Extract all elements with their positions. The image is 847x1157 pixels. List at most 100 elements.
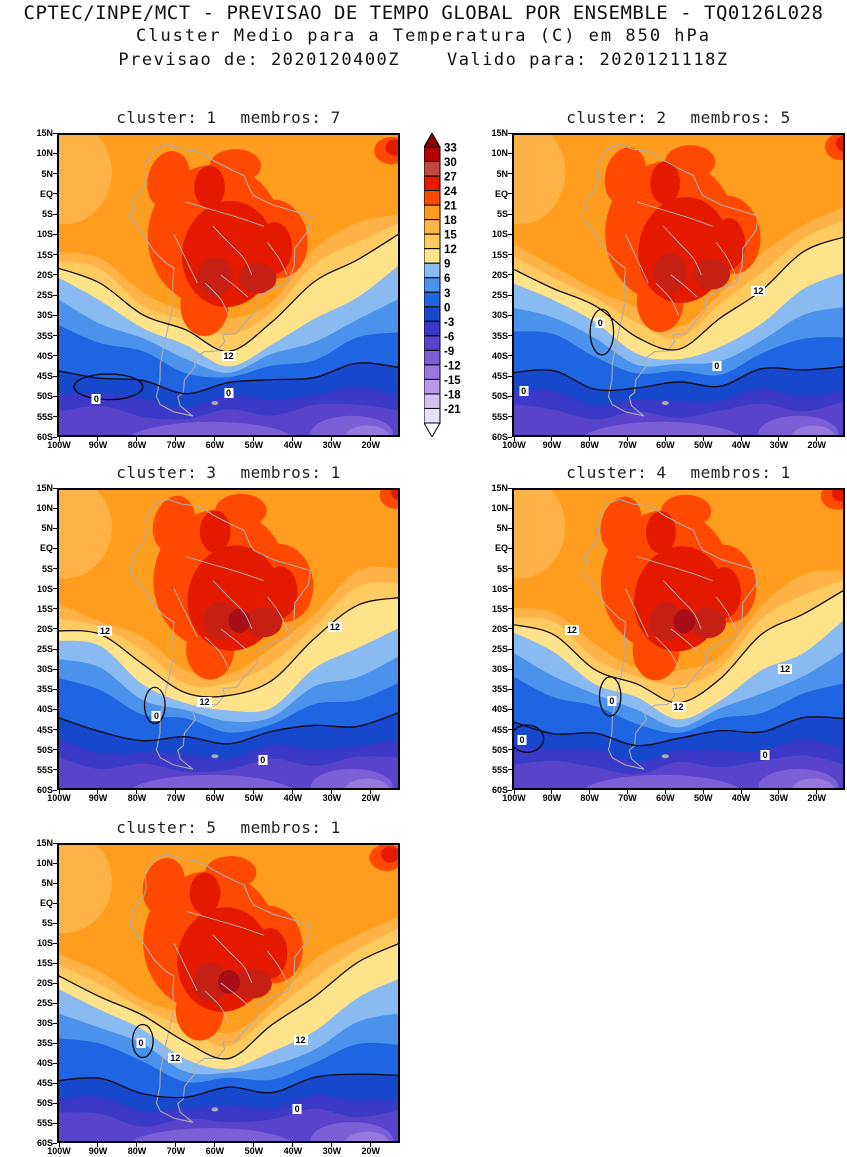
lat-axis-label: 35S (36, 1038, 53, 1048)
lat-tick-mark (53, 789, 57, 791)
lon-axis-label: 20W (807, 440, 826, 450)
lat-axis-label: 15N (36, 838, 53, 848)
cluster-number: 1 (206, 108, 217, 127)
lat-tick-mark (53, 294, 57, 296)
lon-axis-label: 40W (283, 793, 303, 803)
contour-value-label: 12 (293, 1034, 308, 1045)
cluster-panel-4: cluster: 4 membros: 1 15N 10N 5N EQ 5S 10S 15S 20S 2… (491, 463, 845, 803)
lon-tick-mark (370, 437, 372, 441)
lat-axis-label: 5N (41, 168, 53, 179)
contour-line-12 (512, 236, 845, 351)
lon-axis-label: 30W (322, 440, 342, 450)
lat-axis-label: 5N (496, 523, 508, 534)
contour-line-12 (57, 596, 400, 698)
lat-tick-mark (508, 769, 512, 771)
lat-axis-label: 50S (491, 391, 508, 402)
lat-axis-label: 50S (36, 391, 53, 402)
lon-tick-mark (58, 790, 60, 794)
membros-label: membros: (690, 108, 772, 127)
lon-tick-mark (175, 1143, 177, 1147)
map-canvas-cluster-2 (512, 133, 845, 437)
lat-tick-mark (53, 922, 57, 924)
lat-tick-mark (508, 729, 512, 731)
lat-tick-mark (508, 173, 512, 175)
colorbar-tick-label: 27 (444, 172, 457, 184)
membros-number: 1 (330, 463, 341, 482)
lon-axis-label: 70W (166, 1146, 186, 1156)
lon-axis-label: 30W (769, 440, 789, 450)
lon-tick-mark (214, 1143, 216, 1147)
lon-tick-mark (740, 437, 742, 441)
lat-axis-label: 45S (491, 724, 508, 735)
lat-axis-label: 5S (41, 918, 53, 928)
cluster-panel-1: cluster: 1 membros: 7 15N 10N 5N EQ 5S 10S 15S 20S 2… (36, 108, 400, 450)
contour-value-label: 0 (760, 750, 770, 761)
lat-tick-mark (53, 547, 57, 549)
lat-tick-mark (508, 436, 512, 438)
panel-title: cluster: 3 membros: 1 (37, 463, 420, 482)
lon-tick-mark (214, 790, 216, 794)
lon-axis-label: 60W (205, 1146, 225, 1156)
colorbar-tick-label: 21 (444, 201, 457, 213)
lat-tick-mark (53, 1042, 57, 1044)
lat-axis-label: 25S (36, 998, 53, 1008)
lat-axis-label: 60S (36, 432, 53, 442)
lon-axis-label: 80W (580, 440, 599, 450)
lat-tick-mark (508, 375, 512, 377)
lat-tick-mark (53, 487, 57, 489)
lon-axis-label: 30W (322, 1146, 342, 1156)
lat-tick-mark (53, 527, 57, 529)
lon-tick-mark (58, 437, 60, 441)
contour-value-label: 12 (168, 1052, 183, 1063)
lat-axis-label: 30S (491, 310, 508, 321)
lat-axis-label: 50S (36, 744, 53, 755)
lat-tick-mark (508, 294, 512, 296)
membros-number: 1 (330, 818, 341, 837)
lat-tick-mark (53, 648, 57, 650)
lon-tick-mark (589, 437, 591, 441)
lat-tick-mark (53, 982, 57, 984)
cluster-number: 4 (656, 463, 667, 482)
lon-tick-mark (816, 437, 818, 441)
lon-axis-label: 80W (127, 1146, 147, 1156)
colorbar-tick-label: 18 (444, 215, 457, 227)
contour-value-label: 12 (327, 621, 342, 632)
contour-value-label: 0 (223, 387, 234, 398)
colorbar-tick-label: 12 (444, 244, 457, 256)
lat-tick-mark (53, 1002, 57, 1004)
lat-tick-mark (508, 527, 512, 529)
panel-title: cluster: 2 membros: 5 (492, 108, 847, 127)
lat-axis-label: EQ (494, 543, 508, 554)
lat-tick-mark (53, 708, 57, 710)
lat-axis-label: 60S (36, 1138, 53, 1148)
lat-tick-mark (53, 1142, 57, 1144)
lon-axis-label: 100W (47, 1146, 71, 1156)
lat-axis-label: 15N (36, 128, 53, 138)
lat-axis-label: 45S (491, 371, 508, 382)
lon-axis-label: 80W (127, 440, 147, 450)
colorbar-tick-label: 3 (444, 288, 450, 300)
lat-tick-mark (53, 749, 57, 751)
lat-axis-label: 10N (491, 503, 508, 514)
contour-value-label: 0 (519, 386, 529, 397)
south-america-coastline (129, 853, 311, 1123)
lat-axis-label: 5N (496, 168, 508, 179)
map-canvas-cluster-4 (512, 488, 845, 790)
contour-line-0 (57, 1073, 400, 1099)
lat-tick-mark (508, 233, 512, 235)
contour-value-label: 12 (751, 286, 766, 297)
south-america-coastline (582, 143, 759, 417)
lon-axis-label: 30W (322, 793, 342, 803)
lat-axis-label: 20S (491, 623, 508, 634)
membros-label: membros: (240, 108, 322, 127)
lat-axis-label: 10N (36, 858, 53, 868)
lon-axis-label: 50W (244, 1146, 264, 1156)
lon-tick-mark (136, 1143, 138, 1147)
map-canvas-cluster-5 (57, 843, 400, 1143)
lat-tick-mark (53, 568, 57, 570)
lon-axis-label: 60W (205, 440, 225, 450)
lat-axis-label: 40S (36, 350, 53, 361)
contour-value-label: 12 (98, 626, 113, 637)
cluster-label: cluster: (116, 108, 198, 127)
colorbar-tick-label: 24 (444, 186, 457, 198)
